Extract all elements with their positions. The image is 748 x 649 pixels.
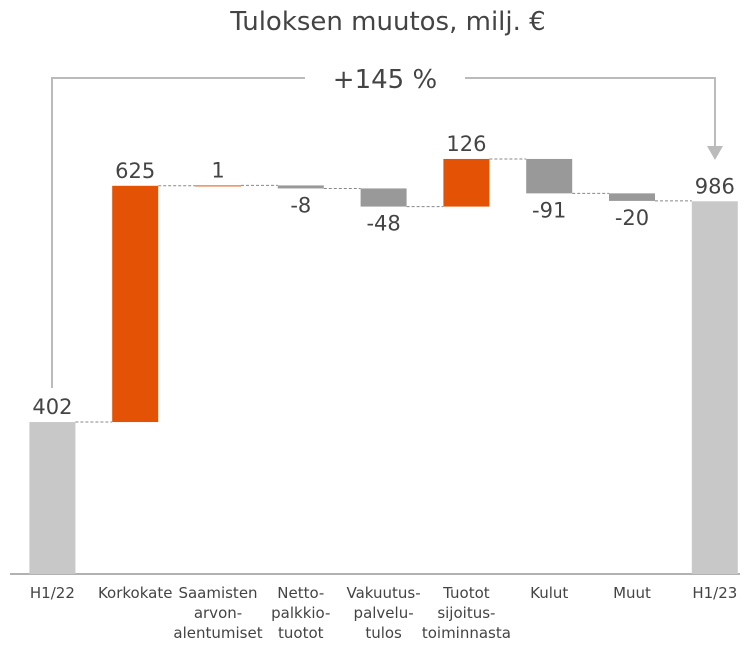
bar <box>29 422 76 574</box>
x-tick-label: arvon- <box>194 604 242 622</box>
x-tick-label: alentumiset <box>173 624 262 642</box>
arrow-head <box>707 146 723 160</box>
annotation: +145 % <box>333 65 437 95</box>
value-label: 1 <box>211 158 224 182</box>
value-label: -20 <box>615 206 649 230</box>
value-label: -91 <box>532 198 566 222</box>
x-tick-label: tulos <box>365 624 402 642</box>
x-tick-label: H1/22 <box>30 584 75 602</box>
bar <box>112 185 159 423</box>
value-label: -48 <box>366 212 400 236</box>
bar <box>277 185 324 189</box>
bar <box>691 201 738 575</box>
value-label: 986 <box>695 174 735 198</box>
x-tick-label: Korkokate <box>98 584 173 602</box>
x-tick-label: Tuotot <box>442 584 490 602</box>
x-tick-label: Vakuutus- <box>347 584 421 602</box>
bar <box>360 188 407 207</box>
x-tick-label: H1/23 <box>692 584 737 602</box>
value-label: 625 <box>115 159 155 183</box>
x-tick-label: tuotot <box>278 624 324 642</box>
bracket <box>51 77 716 388</box>
value-label: -8 <box>290 193 311 217</box>
value-label: 126 <box>446 132 486 156</box>
x-tick-label: Saamisten <box>178 584 257 602</box>
bar <box>526 158 573 194</box>
value-label: 402 <box>32 395 72 419</box>
x-tick-label: toiminnasta <box>422 624 511 642</box>
chart-title: Tuloksen muutos, milj. € <box>229 7 545 37</box>
x-tick-label: Muut <box>613 584 651 602</box>
bar <box>443 158 490 207</box>
x-tick-label: palkkio- <box>271 604 330 622</box>
x-tick-label: Kulut <box>530 584 568 602</box>
bar <box>195 185 241 187</box>
x-tick-label: sijoitus- <box>437 604 495 622</box>
x-tick-label: Netto- <box>277 584 324 602</box>
bar <box>609 193 655 201</box>
x-tick-label: palvelu- <box>354 604 414 622</box>
